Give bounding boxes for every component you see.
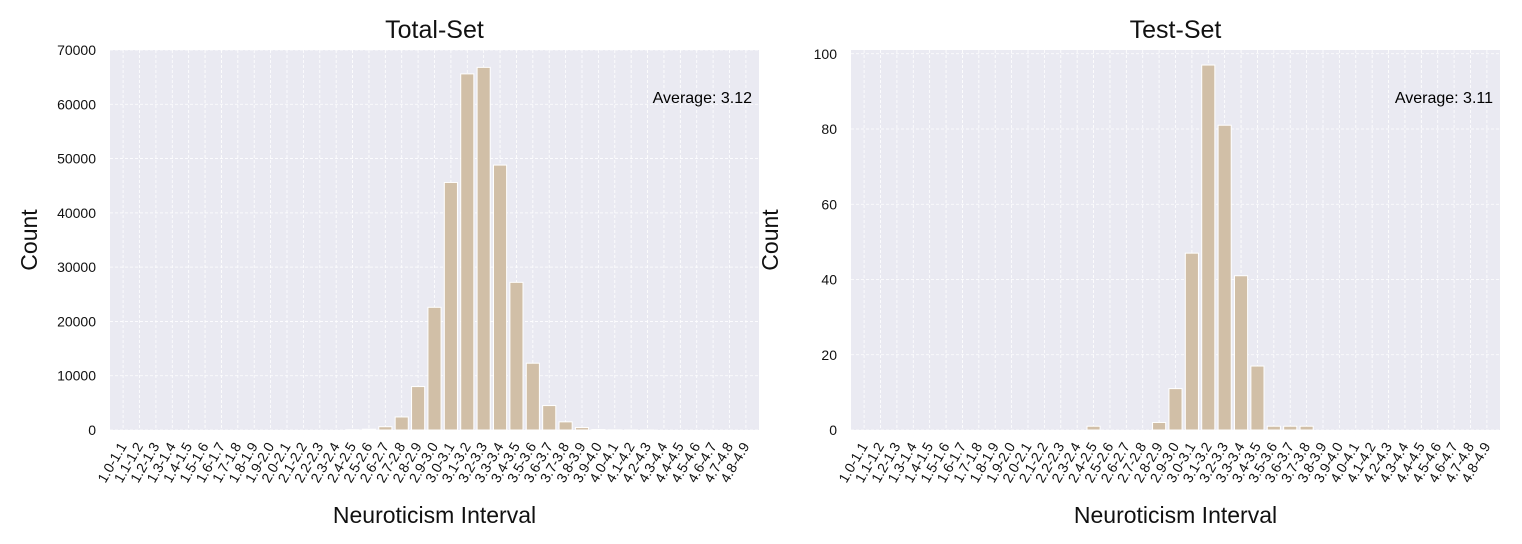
bar-2.4-2.5 bbox=[1086, 425, 1101, 431]
average-annotation: Average: 3.11 bbox=[1395, 90, 1493, 107]
bar-3.8-3.9 bbox=[574, 427, 590, 431]
bar-3.1-3.2 bbox=[1201, 64, 1216, 431]
bar-2.8-2.9 bbox=[1152, 421, 1167, 431]
y-tick-label: 0 bbox=[88, 422, 96, 438]
bar-2.6-2.7 bbox=[378, 426, 393, 431]
bar-3.2-3.3 bbox=[476, 66, 491, 431]
chart-title: Test-Set bbox=[1130, 16, 1222, 44]
bar-3.7-3.8 bbox=[1299, 425, 1314, 431]
bar-2.4-2.5 bbox=[345, 429, 360, 431]
bar-3.4-3.5 bbox=[509, 281, 524, 431]
y-tick-label: 40 bbox=[821, 272, 837, 288]
bar-3.4-3.5 bbox=[1250, 365, 1265, 431]
x-axis-label: Neuroticism Interval bbox=[333, 502, 536, 528]
bar-2.9-3.0 bbox=[1168, 388, 1183, 431]
bar-3.3-3.4 bbox=[493, 164, 508, 431]
y-tick-label: 70000 bbox=[57, 42, 96, 58]
y-tick-label: 100 bbox=[814, 46, 838, 62]
bar-2.8-2.9 bbox=[411, 386, 426, 431]
bar-4.0-4.1 bbox=[607, 429, 622, 431]
bar-3.5-3.6 bbox=[1266, 425, 1281, 431]
panel-total-set: 0100002000030000400005000060000700001.0-… bbox=[16, 16, 759, 528]
bar-3.9-4.0 bbox=[591, 428, 606, 431]
bar-2.5-2.6 bbox=[361, 428, 376, 431]
bar-3.0-3.1 bbox=[1184, 252, 1199, 431]
chart-title: Total-Set bbox=[385, 16, 484, 44]
bar-3.2-3.3 bbox=[1217, 124, 1232, 431]
y-tick-label: 60000 bbox=[57, 96, 96, 112]
y-tick-label: 80 bbox=[821, 121, 837, 137]
y-tick-label: 10000 bbox=[57, 368, 96, 384]
panel-test-set: 0204060801001.0-1.11.1-1.21.2-1.31.3-1.4… bbox=[757, 16, 1500, 528]
y-tick-label: 20000 bbox=[57, 313, 96, 329]
y-axis-label: Count bbox=[757, 209, 783, 271]
bar-3.3-3.4 bbox=[1234, 275, 1249, 431]
y-tick-label: 0 bbox=[829, 422, 837, 438]
bar-3.7-3.8 bbox=[558, 421, 573, 431]
bar-3.6-3.7 bbox=[542, 405, 557, 431]
average-annotation: Average: 3.12 bbox=[653, 90, 752, 107]
y-tick-label: 40000 bbox=[57, 205, 96, 221]
bar-3.0-3.1 bbox=[443, 181, 458, 431]
y-tick-label: 20 bbox=[821, 347, 837, 363]
bar-3.1-3.2 bbox=[460, 73, 475, 431]
x-axis-label: Neuroticism Interval bbox=[1074, 502, 1277, 528]
bar-2.9-3.0 bbox=[427, 306, 442, 431]
y-tick-label: 30000 bbox=[57, 259, 96, 275]
bar-3.5-3.6 bbox=[525, 362, 540, 431]
y-axis-label: Count bbox=[16, 209, 42, 271]
bar-2.7-2.8 bbox=[394, 416, 409, 431]
bar-4.2-4.3 bbox=[640, 429, 655, 431]
bar-3.6-3.7 bbox=[1283, 425, 1298, 431]
y-tick-label: 60 bbox=[821, 196, 837, 212]
bar-4.1-4.2 bbox=[624, 429, 639, 431]
y-tick-label: 50000 bbox=[57, 151, 96, 167]
